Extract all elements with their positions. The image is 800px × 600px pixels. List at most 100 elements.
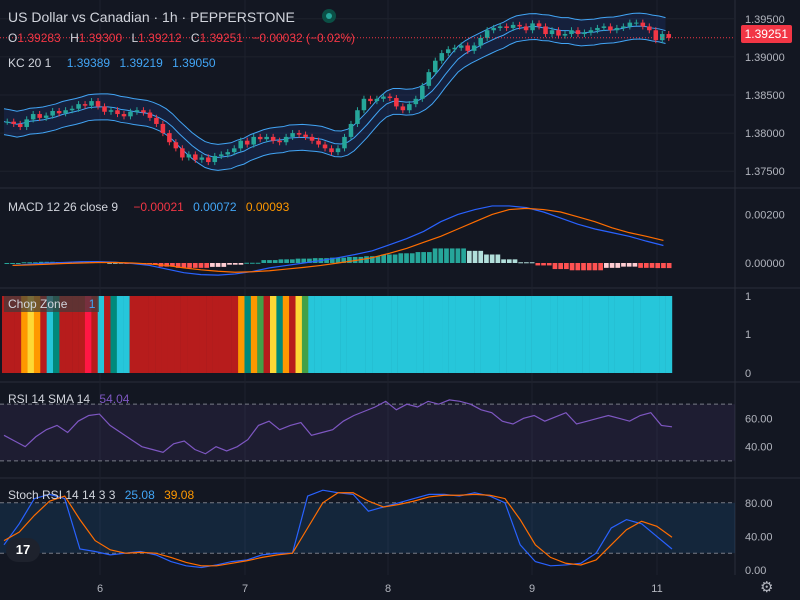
candle-body (348, 123, 354, 137)
macd-histogram-bar (152, 263, 158, 265)
macd-histogram-bar (204, 263, 210, 268)
macd-histogram-bar (655, 263, 661, 269)
macd-histogram-bar (21, 262, 27, 264)
chop-zone-bar (174, 296, 181, 373)
chop-zone-bar (257, 296, 264, 373)
tradingview-logo[interactable]: 17 (6, 538, 40, 562)
kc-upper-line (3, 12, 666, 145)
price-tick-label: 1.37500 (745, 166, 785, 178)
candle-body (167, 133, 172, 143)
candle-body (634, 22, 639, 24)
macd-histogram-bar (592, 263, 598, 271)
macd-histogram-bar (621, 263, 626, 267)
chop-zone-bar (576, 296, 583, 373)
chop-title: Chop Zone (8, 297, 68, 311)
time-tick-label: 8 (385, 583, 391, 595)
candle-body (614, 27, 620, 31)
chop-zone-bar (110, 296, 118, 373)
chop-zone-bar (199, 296, 207, 373)
candle-body (121, 114, 127, 117)
candle-body (257, 136, 263, 140)
chop-zone-bar (359, 296, 366, 373)
macd-histogram-bar (632, 263, 638, 267)
candle-body (588, 30, 594, 33)
candle-body (322, 144, 328, 149)
chop-zone-bar (155, 296, 162, 373)
candle-body (270, 136, 276, 141)
chop-zone-bar (263, 296, 271, 373)
candle-body (160, 123, 166, 134)
candle-body (569, 30, 574, 35)
macd-histogram-bar (615, 263, 621, 268)
open-value: 1.39283 (17, 31, 61, 45)
candle-body (69, 108, 75, 111)
chop-zone-bar (8, 296, 15, 373)
macd-histogram-bar (421, 252, 426, 263)
chop-zone-bar (321, 296, 328, 373)
gear-icon[interactable]: ⚙ (760, 579, 774, 596)
candle-body (361, 98, 367, 111)
rsi-legend[interactable]: RSI 14 SMA 14 54.04 (8, 392, 129, 406)
chop-zone-bar (480, 296, 488, 373)
chop-legend[interactable]: Chop Zone 1 (4, 296, 100, 312)
macd-histogram-bar (15, 263, 21, 264)
candle-body (374, 98, 380, 102)
macd-histogram-bar (529, 262, 535, 264)
macd-histogram-bar (398, 253, 404, 263)
macd-histogram-bar (227, 263, 232, 265)
macd-histogram-bar (626, 263, 632, 267)
chop-zone-bar (308, 296, 315, 373)
rsi-tick-label: 40.00 (745, 442, 773, 454)
kc-legend[interactable]: KC 20 1 1.39389 1.39219 1.39050 (8, 56, 216, 70)
chop-zone-bar (250, 296, 258, 373)
candle-body (76, 104, 81, 109)
macd-histogram-bar (455, 248, 461, 263)
chop-zone-bar (46, 296, 54, 373)
macd-histogram-bar (575, 263, 581, 271)
candle-body (102, 106, 107, 112)
macd-histogram-bar (506, 259, 512, 263)
chop-zone-bar (531, 296, 539, 373)
price-tick-label: 1.38500 (745, 90, 785, 102)
candle-body (231, 148, 237, 153)
candle-body (627, 22, 633, 27)
macd-histogram-bar (10, 263, 15, 264)
chop-zone-bar (620, 296, 628, 373)
chop-zone-bar (372, 296, 379, 373)
chop-zone-bar (384, 296, 392, 373)
candle-body (491, 27, 496, 31)
candle-body (277, 140, 282, 143)
candle-body (601, 26, 607, 28)
candle-body (154, 117, 159, 124)
macd-histogram-bar (661, 263, 666, 269)
close-value: 1.39251 (199, 31, 243, 45)
macd-histogram-bar (489, 254, 495, 263)
candle-body (575, 30, 581, 35)
candle-body (212, 155, 218, 163)
macd-histogram-bar (238, 263, 244, 265)
candle-body (82, 104, 88, 106)
candle-body (666, 34, 672, 38)
close-label: C (190, 31, 200, 45)
stoch-legend[interactable]: Stoch RSI 14 14 3 3 25.08 39.08 (8, 488, 194, 502)
macd-histogram-bar (284, 259, 289, 263)
macd-tick-label: 0.00200 (745, 209, 785, 221)
chop-zone-bar (193, 296, 201, 373)
macd-histogram-bar (541, 263, 546, 266)
candle-body (484, 30, 490, 38)
chop-zone-bar (78, 296, 86, 373)
candle-body (517, 24, 522, 27)
chop-zone-bar (652, 296, 660, 373)
chop-zone-bar (601, 296, 609, 373)
macd-histogram-bar (569, 263, 575, 271)
chop-zone-bar (467, 296, 475, 373)
chop-zone-bar (391, 296, 398, 373)
chop-zone-bar (646, 296, 654, 373)
candle-body (530, 23, 535, 31)
candle-body (193, 154, 198, 160)
macd-legend[interactable]: MACD 12 26 close 9 −0.00021 0.00072 0.00… (8, 200, 289, 214)
kc-upper-value: 1.39389 (66, 56, 111, 70)
symbol-title[interactable]: US Dollar vs Canadian · 1h · PEPPERSTONE (8, 9, 295, 25)
macd-histogram-bar (272, 260, 278, 263)
